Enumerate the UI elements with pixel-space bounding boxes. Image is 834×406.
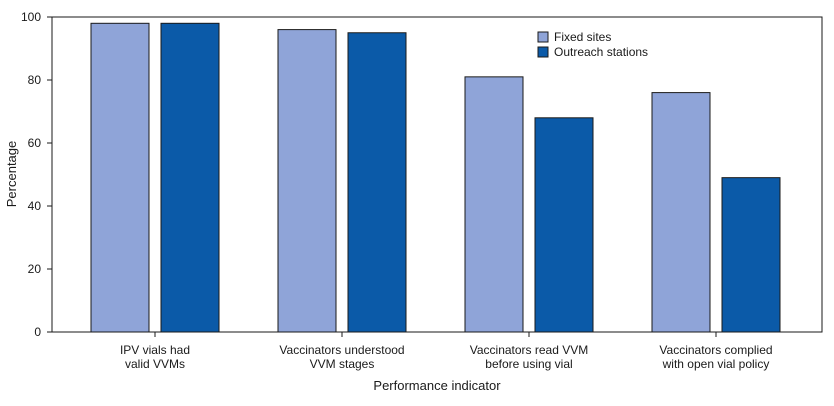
y-tick-label: 0 <box>34 325 41 339</box>
x-axis: IPV vials had valid VVMs Vaccinators under… <box>120 332 773 371</box>
bar-fixed-sites <box>464 76 524 333</box>
y-axis-title: Percentage <box>4 141 19 208</box>
legend-swatch-fixed-sites <box>537 31 549 43</box>
x-category-label: Vaccinators understood VVM stages <box>279 343 404 371</box>
bar-outreach-stations <box>160 22 220 333</box>
bar-fixed-sites <box>651 92 711 333</box>
bar-fixed-sites <box>277 29 337 333</box>
bar-outreach-stations <box>347 32 407 333</box>
y-tick-label: 100 <box>21 10 41 24</box>
plot-frame <box>51 16 823 333</box>
bar-outreach-stations <box>534 117 594 333</box>
x-category-label: Vaccinators complied with open vial polic… <box>659 343 772 371</box>
y-tick-label: 20 <box>28 262 42 276</box>
x-category-label: Vaccinators read VVM before using vial <box>470 343 589 371</box>
x-axis-title: Performance indicator <box>373 378 501 393</box>
bar-fixed-sites <box>90 22 150 333</box>
y-axis: 0 20 40 60 80 100 <box>21 10 52 339</box>
bars-group <box>90 22 781 333</box>
y-tick-label: 60 <box>28 136 42 150</box>
x-category-label: IPV vials had valid VVMs <box>120 343 190 371</box>
bar-outreach-stations <box>721 177 781 333</box>
legend-swatch-outreach-stations <box>537 46 549 58</box>
legend-label-fixed-sites: Fixed sites <box>554 30 611 44</box>
y-tick-label: 40 <box>28 199 42 213</box>
legend-label-outreach-stations: Outreach stations <box>554 45 648 59</box>
y-tick-label: 80 <box>28 73 42 87</box>
